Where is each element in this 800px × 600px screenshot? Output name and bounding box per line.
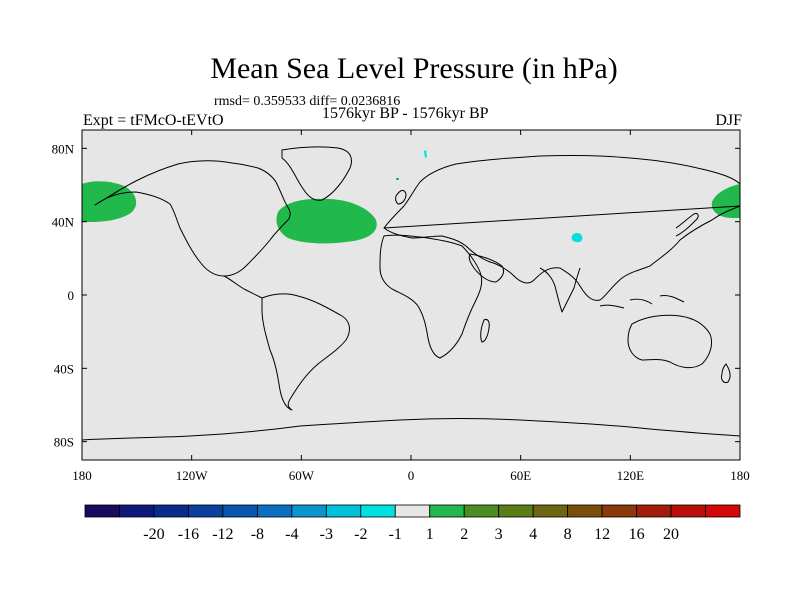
anomaly-patch-north-pacific-west	[82, 181, 137, 222]
colorbar-swatch	[463, 504, 500, 518]
period-text: 1576kyr BP - 1576kyr BP	[322, 105, 489, 122]
colorbar-label: -20	[143, 526, 164, 543]
lon-tick-label: 180	[730, 468, 750, 483]
colorbar-label: -3	[320, 526, 333, 543]
coastlines	[81, 146, 741, 441]
anomaly-patch-north-atlantic	[276, 198, 377, 244]
coastline-central-america	[223, 275, 263, 299]
coastline-south-america	[261, 293, 350, 411]
colorbar-label: 4	[529, 526, 537, 543]
colorbar: -20 -16 -12 -8 -4 -3 -2 -1 1 2 3 4 8 12 16 20	[84, 504, 741, 543]
coastline-japan	[675, 213, 699, 237]
colorbar-label: -16	[178, 526, 199, 543]
experiment-label: Expt = tFMcO-tEVtO	[83, 112, 224, 129]
chart-title: Mean Sea Level Pressure (in hPa)	[210, 52, 618, 85]
colorbar-swatch	[360, 504, 396, 518]
colorbar-label: -8	[251, 526, 264, 543]
colorbar-swatch	[429, 504, 465, 518]
colorbar-label: 8	[564, 526, 572, 543]
colorbar-swatch	[325, 504, 362, 518]
lon-tick-label: 120W	[176, 468, 209, 483]
coastline-north-america	[94, 160, 291, 277]
lat-tick-label: 80N	[52, 141, 75, 156]
coastline-australia	[627, 314, 713, 369]
colorbar-label: -2	[354, 526, 367, 543]
colorbar-swatch	[256, 504, 293, 518]
colorbar-swatch	[670, 504, 706, 518]
colorbar-label: 3	[495, 526, 503, 543]
lat-tick-label: 0	[68, 288, 75, 303]
colorbar-swatch	[636, 504, 672, 518]
anomaly-patch-small	[396, 178, 399, 180]
colorbar-swatch	[498, 504, 534, 518]
anomaly-patch-svalbard	[424, 150, 427, 158]
colorbar-swatch	[84, 504, 120, 518]
lat-tick-label: 80S	[54, 435, 74, 450]
colorbar-label: 2	[460, 526, 468, 543]
season-label: DJF	[715, 112, 742, 129]
colorbar-swatch	[567, 504, 603, 518]
colorbar-swatch	[222, 504, 258, 518]
coastline-eurasia	[383, 154, 741, 301]
anomaly-patch-north-pacific-east	[711, 184, 740, 218]
coastline-greenland	[281, 146, 352, 201]
coastline-arabia	[468, 253, 505, 283]
lat-tick-label: 40S	[54, 361, 74, 376]
map-axes: 180 120W 60W 0 60E 120E 180 80N 40N 0 40S 80S	[52, 130, 750, 483]
lon-tick-label: 120E	[617, 468, 645, 483]
colorbar-swatch	[601, 504, 637, 518]
anomaly-patches	[82, 150, 740, 244]
coastline-india	[539, 267, 581, 313]
colorbar-label: -1	[389, 526, 402, 543]
lon-tick-label: 60E	[510, 468, 531, 483]
colorbar-label: -4	[285, 526, 298, 543]
colorbar-swatch	[153, 504, 189, 518]
coastline-africa	[379, 234, 483, 359]
colorbar-label: 20	[663, 526, 679, 543]
lon-tick-label: 60W	[289, 468, 315, 483]
coastline-antarctica	[81, 418, 741, 441]
anomaly-patch-tibet	[571, 233, 583, 243]
lat-tick-label: 40N	[52, 215, 75, 230]
colorbar-label: -12	[212, 526, 233, 543]
colorbar-swatch	[291, 504, 327, 518]
coastline-madagascar	[480, 319, 490, 343]
lon-tick-label: 0	[408, 468, 415, 483]
colorbar-swatch	[532, 504, 569, 518]
colorbar-swatch	[188, 504, 224, 518]
colorbar-label: 1	[426, 526, 434, 543]
colorbar-label: 16	[629, 526, 645, 543]
lon-tick-label: 180	[72, 468, 92, 483]
stats-text: rmsd= 0.359533 diff= 0.0236816	[214, 94, 401, 109]
map-background	[82, 130, 740, 460]
colorbar-label: 12	[594, 526, 610, 543]
coastline-new-zealand	[721, 363, 731, 383]
coastline-british-isles	[395, 189, 407, 205]
colorbar-swatch	[394, 504, 431, 518]
colorbar-swatch	[119, 504, 155, 518]
colorbar-swatch	[705, 504, 741, 518]
coastline-indonesia	[599, 295, 685, 309]
